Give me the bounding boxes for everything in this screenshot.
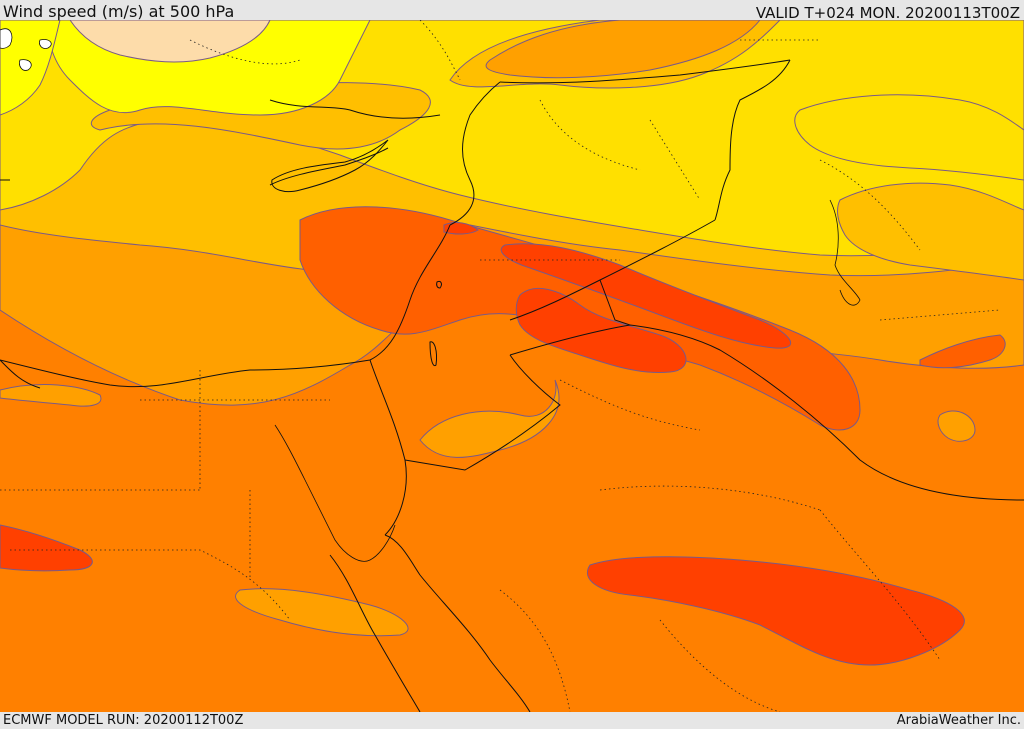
- map-title: Wind speed (m/s) at 500 hPa: [3, 2, 235, 21]
- band-pale: [69, 20, 271, 63]
- band-red-orange-arabia: [587, 556, 965, 666]
- footer-bar: ECMWF MODEL RUN: 20200112T00Z ArabiaWeat…: [0, 712, 1024, 729]
- band-orange-north: [485, 20, 761, 79]
- credit-label: ArabiaWeather Inc.: [896, 713, 1021, 728]
- map-frame: [0, 20, 1024, 712]
- band-orange-light-libya: [0, 384, 102, 407]
- valid-time-label: VALID T+024 MON. 20200113T00Z: [755, 4, 1020, 22]
- sinai-coast: [274, 424, 396, 562]
- band-red-orange-west: [0, 524, 93, 572]
- gulf-coast: [829, 199, 861, 306]
- province-borders: [0, 20, 1001, 712]
- band-orange-light-sinai: [419, 379, 560, 458]
- band-orange-light-egypt: [235, 588, 409, 637]
- band-gold-east: [837, 182, 1024, 281]
- coast-aegean: [0, 28, 52, 71]
- band-orange-light-east: [937, 410, 976, 442]
- band-yellow-caucasus: [794, 94, 1024, 181]
- band-orange-dark-east: [919, 334, 1006, 369]
- cyprus-island: [271, 139, 389, 193]
- wind-speed-map: [0, 20, 1024, 712]
- model-run-label: ECMWF MODEL RUN: 20200112T00Z: [3, 713, 244, 728]
- band-red-orange-iraq: [500, 243, 792, 349]
- galilee-lake: [436, 281, 442, 289]
- dead-sea: [429, 341, 437, 367]
- country-borders: [0, 59, 1024, 712]
- header-bar: Wind speed (m/s) at 500 hPa VALID T+024 …: [0, 0, 1024, 22]
